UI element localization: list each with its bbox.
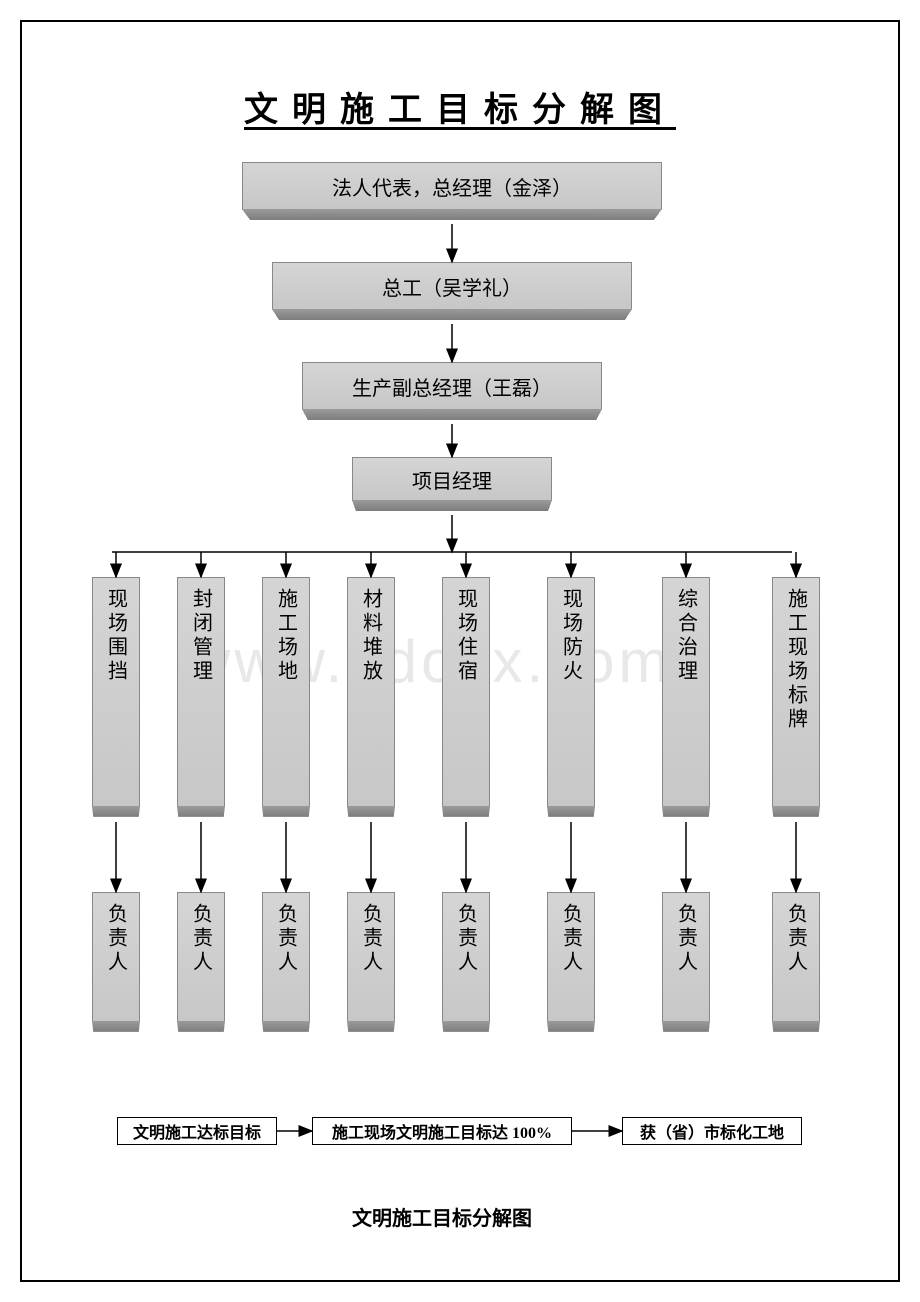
subtitle-text: 文明施工目标分解图 [352, 1202, 532, 1231]
bottom-box-1: 施工现场文明施工目标达 100% [312, 1117, 572, 1145]
responsible-box-1: 负责人 [177, 892, 225, 1022]
bottom-box-0: 文明施工达标目标 [117, 1117, 277, 1145]
category-box-1: 封闭管理 [177, 577, 225, 807]
responsible-box-5: 负责人 [547, 892, 595, 1022]
responsible-box-3: 负责人 [347, 892, 395, 1022]
category-box-4: 现场住宿 [442, 577, 490, 807]
hierarchy-box-2: 生产副总经理（王磊） [302, 362, 602, 410]
main-title: 文明施工目标分解图 [244, 82, 676, 131]
hierarchy-box-3: 项目经理 [352, 457, 552, 501]
category-box-2: 施工场地 [262, 577, 310, 807]
category-box-7: 施工现场标牌 [772, 577, 820, 807]
page-frame: 文明施工目标分解图 www.bdocx.com 法人代表，总经理（金泽） 总工（吴… [20, 20, 900, 1282]
responsible-box-4: 负责人 [442, 892, 490, 1022]
hierarchy-box-0: 法人代表，总经理（金泽） [242, 162, 662, 210]
hierarchy-box-1: 总工（吴学礼） [272, 262, 632, 310]
responsible-box-0: 负责人 [92, 892, 140, 1022]
category-box-0: 现场围挡 [92, 577, 140, 807]
responsible-box-2: 负责人 [262, 892, 310, 1022]
category-box-6: 综合治理 [662, 577, 710, 807]
bottom-box-2: 获（省）市标化工地 [622, 1117, 802, 1145]
responsible-box-7: 负责人 [772, 892, 820, 1022]
category-box-3: 材料堆放 [347, 577, 395, 807]
responsible-box-6: 负责人 [662, 892, 710, 1022]
category-box-5: 现场防火 [547, 577, 595, 807]
watermark-text: www.bdocx.com [187, 627, 672, 696]
